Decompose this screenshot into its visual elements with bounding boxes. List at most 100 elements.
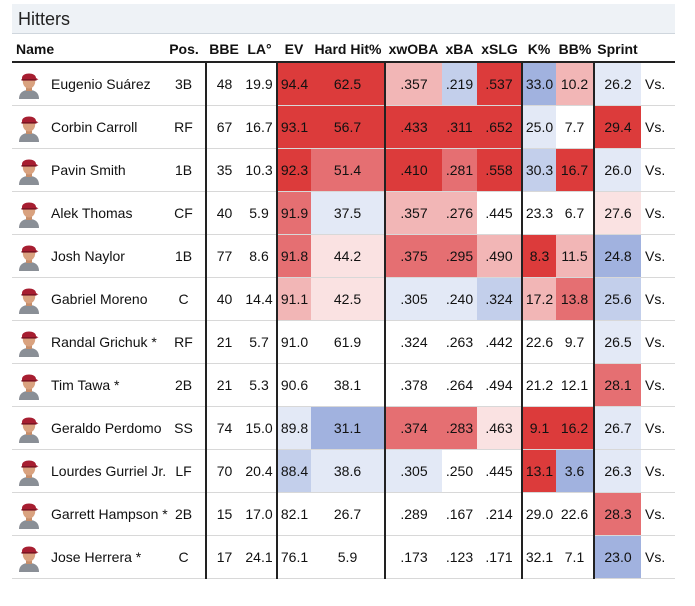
stat-k: 23.3 bbox=[521, 191, 556, 235]
vs-link[interactable]: Vs. bbox=[641, 363, 675, 407]
player-name-link[interactable]: Gabriel Moreno bbox=[51, 291, 148, 307]
stat-la: 5.7 bbox=[242, 320, 277, 364]
stat-sprint: 24.8 bbox=[593, 234, 641, 278]
player-headshot-icon bbox=[16, 327, 42, 357]
table-row[interactable]: Gabriel Moreno C 40 14.4 91.1 42.5.305.240.32… bbox=[12, 277, 675, 321]
player-name-link[interactable]: Eugenio Suárez bbox=[51, 76, 151, 92]
stat-sprint: 26.0 bbox=[593, 148, 641, 192]
stat-xwoba: .173 bbox=[384, 535, 442, 579]
table-row[interactable]: Geraldo Perdomo SS 74 15.0 89.8 31.1.374.283.… bbox=[12, 406, 675, 450]
table-row[interactable]: Randal Grichuk * RF 21 5.7 91.0 61.9.324.263.… bbox=[12, 320, 675, 364]
player-name-link[interactable]: Tim Tawa * bbox=[51, 377, 120, 393]
vs-link[interactable]: Vs. bbox=[641, 191, 675, 235]
stat-ev: 94.4 bbox=[276, 62, 311, 106]
player-cell: Josh Naylor bbox=[12, 234, 162, 278]
stat-hardhit: 62.5 bbox=[311, 62, 385, 106]
stat-xwoba: .375 bbox=[384, 234, 442, 278]
stat-xslg: .214 bbox=[477, 492, 522, 536]
col-header-la[interactable]: LA° bbox=[242, 37, 277, 63]
col-header-name[interactable]: Name bbox=[12, 37, 162, 63]
stat-pos: 1B bbox=[162, 148, 206, 192]
player-name-link[interactable]: Corbin Carroll bbox=[51, 119, 138, 135]
stat-ev: 91.1 bbox=[276, 277, 311, 321]
player-name-link[interactable]: Garrett Hampson * bbox=[51, 506, 168, 522]
stat-hardhit: 56.7 bbox=[311, 105, 385, 149]
stat-la: 20.4 bbox=[242, 449, 277, 493]
stat-k: 17.2 bbox=[521, 277, 556, 321]
stat-ev: 88.4 bbox=[276, 449, 311, 493]
stat-sprint: 28.1 bbox=[593, 363, 641, 407]
col-header-k[interactable]: K% bbox=[522, 37, 556, 63]
table-row[interactable]: Alek Thomas CF 40 5.9 91.9 37.5.357.276.445 23… bbox=[12, 191, 675, 235]
stat-sprint: 27.6 bbox=[593, 191, 641, 235]
stat-xslg: .324 bbox=[477, 277, 522, 321]
stat-pos: 3B bbox=[162, 62, 206, 106]
stat-xwoba: .378 bbox=[384, 363, 442, 407]
table-row[interactable]: Jose Herrera * C 17 24.1 76.1 5.9.173.123.171… bbox=[12, 535, 675, 579]
player-name-link[interactable]: Jose Herrera * bbox=[51, 549, 142, 565]
col-header-xwoba[interactable]: xwOBA bbox=[385, 37, 442, 63]
stat-pos: C bbox=[162, 535, 206, 579]
vs-link[interactable]: Vs. bbox=[641, 234, 675, 278]
col-header-sprint[interactable]: Sprint bbox=[594, 37, 641, 63]
player-cell: Jose Herrera * bbox=[12, 535, 162, 579]
vs-link[interactable]: Vs. bbox=[641, 406, 675, 450]
hitters-rows: Eugenio Suárez 3B 48 19.9 94.4 62.5.357.219.5… bbox=[12, 62, 675, 579]
player-name-link[interactable]: Lourdes Gurriel Jr. bbox=[51, 463, 167, 479]
vs-link[interactable]: Vs. bbox=[641, 535, 675, 579]
col-header-bbe[interactable]: BBE bbox=[206, 37, 242, 63]
player: Eugenio Suárez bbox=[16, 69, 162, 99]
col-header-bb[interactable]: BB% bbox=[556, 37, 594, 63]
col-header-hardhit[interactable]: Hard Hit% bbox=[311, 37, 385, 63]
stat-xba: .219 bbox=[442, 62, 477, 106]
player-name-link[interactable]: Randal Grichuk * bbox=[51, 334, 157, 350]
vs-link[interactable]: Vs. bbox=[641, 105, 675, 149]
stat-pos: SS bbox=[162, 406, 206, 450]
stat-xba: .167 bbox=[442, 492, 477, 536]
player: Geraldo Perdomo bbox=[16, 413, 162, 443]
stat-pos: RF bbox=[162, 320, 206, 364]
stat-k: 32.1 bbox=[521, 535, 556, 579]
table-row[interactable]: Tim Tawa * 2B 21 5.3 90.6 38.1.378.264.494 21.… bbox=[12, 363, 675, 407]
player-headshot-icon bbox=[16, 69, 42, 99]
player: Gabriel Moreno bbox=[16, 284, 162, 314]
stat-la: 5.9 bbox=[242, 191, 277, 235]
player-cell: Randal Grichuk * bbox=[12, 320, 162, 364]
stat-bbe: 77 bbox=[205, 234, 242, 278]
vs-link[interactable]: Vs. bbox=[641, 320, 675, 364]
col-header-vs bbox=[641, 37, 675, 63]
vs-link[interactable]: Vs. bbox=[641, 62, 675, 106]
table-row[interactable]: Corbin Carroll RF 67 16.7 93.1 56.7.433.311.6… bbox=[12, 105, 675, 149]
stat-bb: 16.7 bbox=[556, 148, 594, 192]
col-header-pos[interactable]: Pos. bbox=[162, 37, 206, 63]
stat-bbe: 67 bbox=[205, 105, 242, 149]
table-row[interactable]: Lourdes Gurriel Jr. LF 70 20.4 88.4 38.6.305.… bbox=[12, 449, 675, 493]
player: Alek Thomas bbox=[16, 198, 162, 228]
stat-pos: CF bbox=[162, 191, 206, 235]
vs-link[interactable]: Vs. bbox=[641, 277, 675, 321]
stat-ev: 91.0 bbox=[276, 320, 311, 364]
vs-link[interactable]: Vs. bbox=[641, 492, 675, 536]
player-name-link[interactable]: Alek Thomas bbox=[51, 205, 133, 221]
vs-link[interactable]: Vs. bbox=[641, 148, 675, 192]
stat-ev: 93.1 bbox=[276, 105, 311, 149]
vs-link[interactable]: Vs. bbox=[641, 449, 675, 493]
table-row[interactable]: Eugenio Suárez 3B 48 19.9 94.4 62.5.357.219.5… bbox=[12, 62, 675, 106]
player-name-link[interactable]: Josh Naylor bbox=[51, 248, 125, 264]
stat-la: 19.9 bbox=[242, 62, 277, 106]
table-row[interactable]: Garrett Hampson * 2B 15 17.0 82.1 26.7.289.16… bbox=[12, 492, 675, 536]
table-row[interactable]: Pavin Smith 1B 35 10.3 92.3 51.4.410.281.558 3… bbox=[12, 148, 675, 192]
player-name-link[interactable]: Geraldo Perdomo bbox=[51, 420, 162, 436]
player-cell: Eugenio Suárez bbox=[12, 62, 162, 106]
player-name-link[interactable]: Pavin Smith bbox=[51, 162, 126, 178]
stat-xslg: .445 bbox=[477, 449, 522, 493]
stat-bb: 13.8 bbox=[556, 277, 594, 321]
col-header-xba[interactable]: xBA bbox=[442, 37, 477, 63]
stat-bb: 22.6 bbox=[556, 492, 594, 536]
col-header-xslg[interactable]: xSLG bbox=[477, 37, 522, 63]
stat-xba: .276 bbox=[442, 191, 477, 235]
stat-bb: 7.1 bbox=[556, 535, 594, 579]
table-row[interactable]: Josh Naylor 1B 77 8.6 91.8 44.2.375.295.490 8.… bbox=[12, 234, 675, 278]
col-header-ev[interactable]: EV bbox=[277, 37, 311, 63]
player-headshot-icon bbox=[16, 413, 42, 443]
